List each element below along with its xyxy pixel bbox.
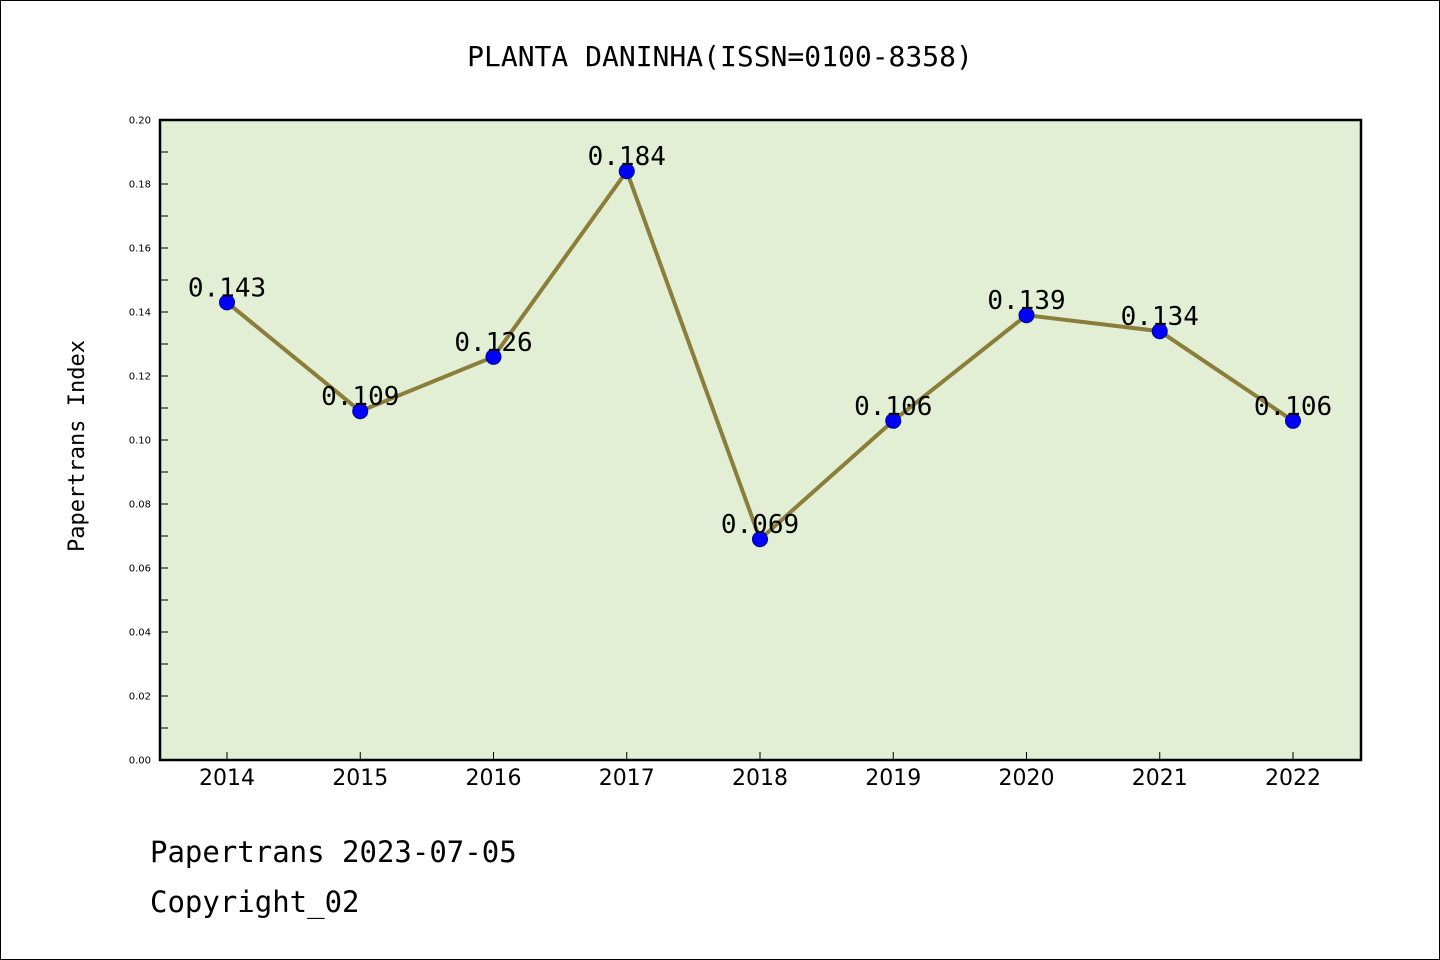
y-tick-label: 0.00 bbox=[129, 756, 151, 767]
data-point bbox=[1285, 412, 1301, 429]
y-tick-label: 0.02 bbox=[129, 692, 151, 703]
data-point bbox=[1018, 307, 1035, 324]
x-tick-label: 2019 bbox=[865, 766, 921, 791]
data-label: 0.126 bbox=[454, 328, 532, 358]
x-tick-label: 2020 bbox=[999, 766, 1055, 791]
data-point bbox=[885, 412, 902, 429]
data-label: 0.106 bbox=[854, 392, 932, 422]
x-tick-label: 2018 bbox=[732, 766, 788, 791]
y-tick-label: 0.04 bbox=[129, 628, 151, 639]
x-tick-label: 2015 bbox=[332, 766, 388, 791]
chart-title: PLANTA DANINHA(ISSN=0100-8358) bbox=[467, 40, 973, 73]
data-label: 0.069 bbox=[721, 510, 799, 540]
data-point bbox=[1151, 323, 1168, 340]
plot-border bbox=[158, 118, 1363, 762]
plot-area bbox=[160, 120, 1361, 760]
y-tick-label: 0.16 bbox=[129, 244, 151, 255]
x-tick-label: 2017 bbox=[599, 766, 655, 791]
data-label: 0.184 bbox=[588, 142, 666, 172]
x-tick-label: 2016 bbox=[466, 766, 522, 791]
y-tick-label: 0.18 bbox=[129, 180, 151, 191]
y-tick-label: 0.14 bbox=[129, 308, 151, 319]
y-tick-label: 0.10 bbox=[129, 436, 151, 447]
data-label: 0.109 bbox=[321, 382, 399, 412]
x-tick-label: 2014 bbox=[199, 766, 255, 791]
x-tick-label: 2022 bbox=[1265, 766, 1321, 791]
y-axis-label: Papertrans Index bbox=[65, 340, 90, 552]
data-label: 0.106 bbox=[1254, 392, 1332, 422]
y-tick-label: 0.08 bbox=[129, 500, 151, 511]
footer-date: Papertrans 2023-07-05 bbox=[150, 835, 517, 869]
data-point bbox=[219, 294, 235, 311]
y-tick-label: 0.20 bbox=[129, 116, 151, 127]
footer-copyright: Copyright_02 bbox=[150, 885, 360, 919]
x-tick-label: 2021 bbox=[1132, 766, 1188, 791]
data-point bbox=[485, 348, 502, 365]
data-label: 0.143 bbox=[188, 273, 266, 303]
y-tick-label: 0.06 bbox=[129, 564, 151, 575]
data-point bbox=[352, 403, 369, 420]
data-point bbox=[752, 531, 768, 548]
y-tick-label: 0.12 bbox=[129, 372, 151, 383]
data-label: 0.139 bbox=[987, 286, 1065, 316]
data-point bbox=[618, 163, 635, 180]
data-label: 0.134 bbox=[1121, 302, 1199, 332]
